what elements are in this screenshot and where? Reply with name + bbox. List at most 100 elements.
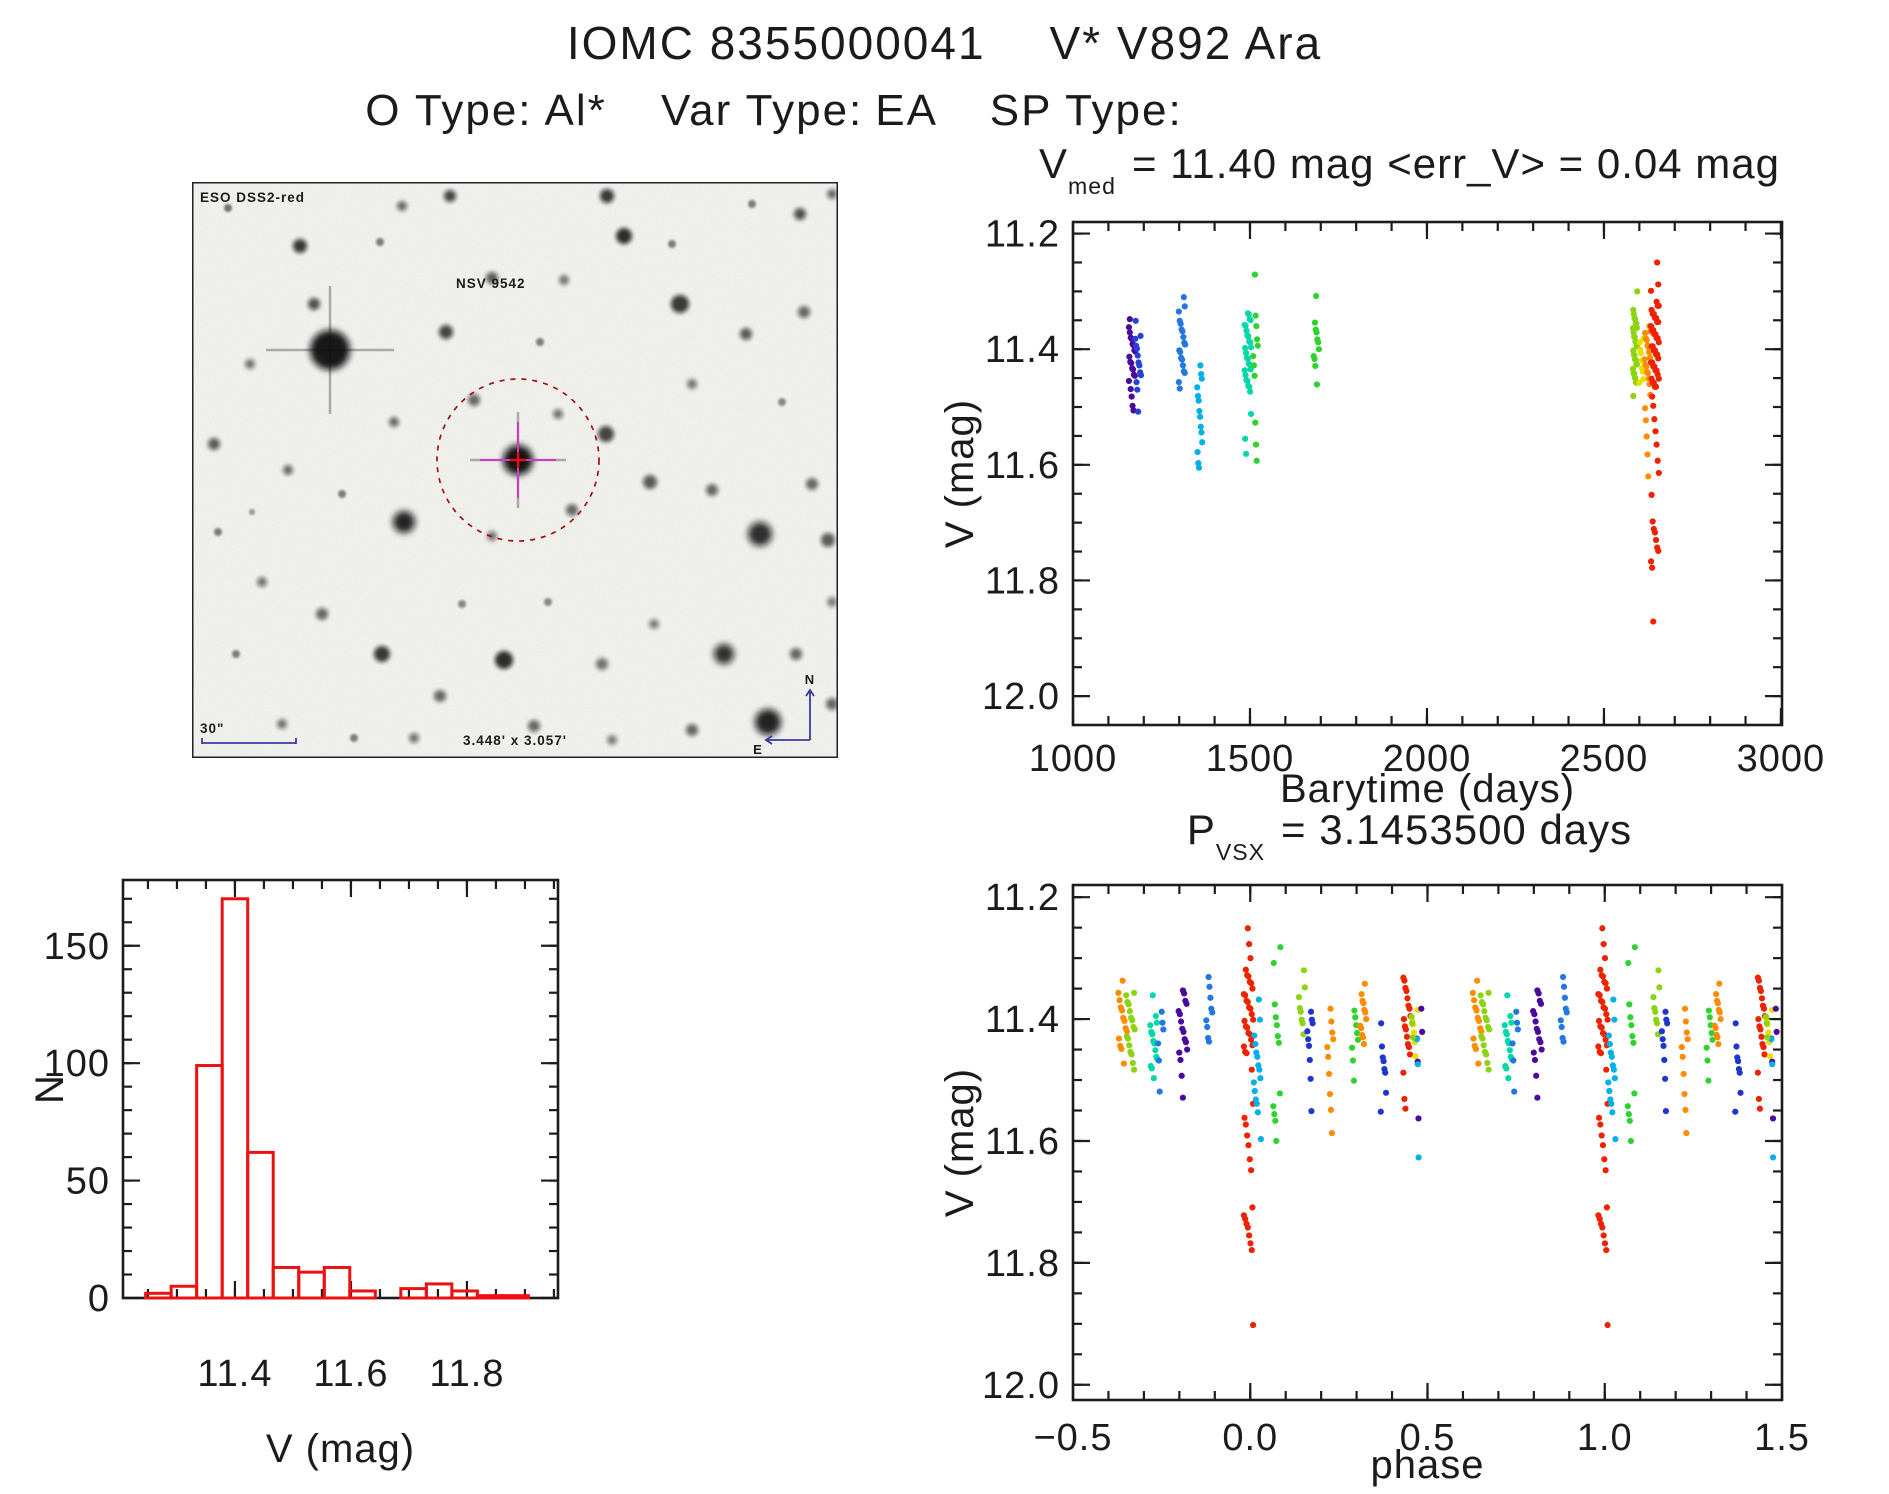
data-point [1242,966,1249,973]
data-point [1532,1018,1539,1025]
data-point [1714,1000,1722,1007]
star [536,338,544,346]
data-point [1472,1045,1480,1053]
data-point [1734,1058,1742,1065]
data-point [1240,1043,1247,1050]
data-point [1631,1090,1638,1097]
plot-border [121,878,560,1300]
data-point [1418,1005,1425,1012]
data-point [1755,1095,1763,1103]
histogram-bar [450,1289,479,1300]
data-point [1244,998,1251,1006]
histogram-bar [169,1284,199,1300]
data-point [1247,339,1254,346]
data-point [1198,429,1205,436]
star [232,650,240,658]
star [486,272,498,284]
compass-east-label: E [753,742,763,757]
data-point [1243,1050,1250,1057]
data-point [1182,341,1189,348]
star [544,598,552,606]
data-point [1704,1057,1711,1064]
data-point [1250,362,1257,369]
y-tick-label: 100 [44,1043,110,1085]
data-point [1481,1008,1488,1015]
data-point [1764,1034,1771,1041]
data-point [1605,1079,1612,1086]
data-point [1760,1044,1767,1051]
x-tick-label: 11.4 [197,1353,272,1395]
star [316,608,328,620]
data-point [1703,1044,1710,1051]
y-axis-label: V (mag) [938,399,982,548]
star [434,690,446,702]
data-point [1403,1033,1411,1040]
data-point [1641,329,1649,337]
data-point [1124,1035,1132,1042]
data-point [1631,944,1638,951]
data-point [1324,1044,1331,1051]
data-point [1159,1019,1166,1026]
data-point [1304,1028,1311,1035]
data-point [1537,1000,1545,1007]
data-point [1406,1051,1414,1058]
data-point [1129,1017,1136,1024]
data-point [1204,1023,1211,1031]
data-point [1531,1011,1538,1018]
data-point [1199,439,1206,446]
star [283,465,293,475]
data-point [1769,1115,1777,1122]
star [350,734,358,742]
y-tick-label: 11.2 [985,214,1060,256]
x-axis-label: Barytime (days) [1280,767,1575,811]
data-point [1601,1156,1608,1163]
data-point [1650,618,1657,625]
data-point [1250,1079,1257,1086]
data-point [1134,352,1141,359]
sptype-label: SP Type: [989,86,1183,135]
data-point [1132,335,1139,342]
data-point [1378,1020,1385,1027]
data-point [1252,419,1259,426]
data-point [1514,1026,1521,1033]
data-point [1641,356,1648,363]
period-value: = 3.1453500 days [1281,806,1633,853]
data-point [1244,1224,1251,1231]
page-subtitle: O Type: Al* Var Type: EA SP Type: [0,86,1560,136]
data-point [1181,369,1188,376]
data-point [1252,1040,1259,1048]
data-point [1625,1111,1632,1118]
data-point [1276,1090,1283,1097]
data-point [1352,1014,1359,1021]
survey-label: ESO DSS2-red [200,190,305,205]
data-point [1132,317,1139,324]
data-point [1148,1065,1155,1072]
data-point [1249,1016,1257,1023]
data-point [1178,356,1186,363]
data-point [1537,1039,1544,1046]
scale-bar [201,738,297,744]
data-point [1627,1137,1634,1145]
data-point [1147,1022,1154,1029]
x-tick-label: 11.6 [313,1353,388,1395]
data-point [1644,451,1651,458]
x-tick-label: 3000 [1737,738,1826,780]
data-point [1130,1066,1138,1073]
data-point [1179,362,1187,369]
data-point [1205,973,1212,981]
data-point [1272,1014,1279,1021]
data-point [1247,388,1254,395]
star [214,528,222,536]
data-point [1301,984,1308,991]
data-point [1402,1026,1410,1033]
data-point [1348,1044,1356,1051]
data-point [1766,1053,1774,1060]
data-point [1248,1011,1255,1018]
data-point [1415,1115,1422,1122]
data-point [1654,259,1661,266]
data-point [1534,1028,1542,1035]
data-point [1195,397,1202,404]
data-point [1313,381,1321,388]
data-point [1652,428,1659,435]
data-point [1241,367,1248,374]
